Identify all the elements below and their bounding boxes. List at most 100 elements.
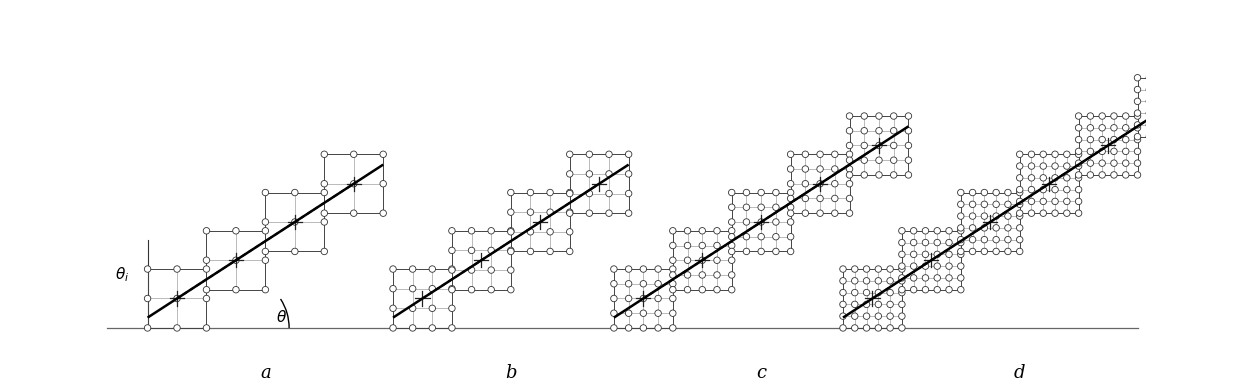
Circle shape [758, 234, 764, 240]
Circle shape [743, 204, 750, 211]
Circle shape [713, 257, 721, 264]
Circle shape [863, 313, 870, 319]
Circle shape [1064, 175, 1070, 181]
Circle shape [1135, 110, 1141, 116]
Circle shape [876, 128, 883, 134]
Text: a: a [260, 364, 271, 382]
Circle shape [1075, 175, 1082, 181]
Circle shape [847, 210, 853, 216]
Circle shape [1016, 175, 1023, 181]
Circle shape [625, 171, 632, 177]
Circle shape [852, 325, 858, 331]
Bar [849, 116, 908, 175]
Circle shape [1099, 124, 1105, 131]
Circle shape [1064, 186, 1070, 193]
Circle shape [1016, 225, 1023, 231]
Circle shape [586, 210, 592, 216]
Circle shape [1052, 163, 1058, 169]
Circle shape [379, 151, 387, 158]
Circle shape [1146, 133, 1152, 140]
Circle shape [863, 301, 870, 308]
Circle shape [890, 142, 897, 149]
Circle shape [508, 248, 514, 255]
Circle shape [700, 227, 706, 234]
Circle shape [958, 275, 964, 281]
Bar [791, 154, 849, 213]
Circle shape [409, 285, 415, 292]
Circle shape [1028, 163, 1035, 169]
Circle shape [449, 266, 455, 272]
Circle shape [852, 313, 858, 319]
Circle shape [839, 313, 847, 319]
Circle shape [852, 266, 858, 272]
Circle shape [817, 166, 823, 172]
Circle shape [875, 278, 881, 284]
Circle shape [1028, 198, 1035, 205]
Circle shape [861, 128, 868, 134]
Circle shape [1135, 86, 1141, 93]
Bar [1020, 154, 1079, 213]
Circle shape [1158, 110, 1164, 116]
Circle shape [1075, 148, 1082, 154]
Circle shape [899, 286, 905, 293]
Circle shape [174, 295, 180, 302]
Circle shape [787, 204, 794, 211]
Circle shape [670, 325, 676, 331]
Circle shape [934, 275, 941, 281]
Circle shape [670, 242, 676, 249]
Circle shape [787, 151, 794, 158]
Circle shape [1016, 186, 1023, 193]
Circle shape [351, 210, 357, 216]
Circle shape [922, 263, 928, 269]
Circle shape [670, 280, 676, 287]
Circle shape [1075, 136, 1082, 143]
Circle shape [958, 227, 964, 234]
Circle shape [611, 310, 617, 316]
Circle shape [958, 225, 964, 231]
Circle shape [758, 248, 764, 255]
Circle shape [586, 190, 592, 197]
Circle shape [861, 142, 868, 149]
Circle shape [899, 275, 905, 281]
Bar [672, 231, 732, 290]
Circle shape [911, 286, 917, 293]
Circle shape [1052, 198, 1058, 205]
Circle shape [1158, 74, 1164, 81]
Circle shape [728, 248, 735, 255]
Circle shape [566, 229, 574, 235]
Circle shape [1111, 113, 1117, 119]
Circle shape [429, 266, 435, 272]
Circle shape [174, 325, 180, 331]
Circle shape [1146, 110, 1152, 116]
Circle shape [232, 227, 240, 234]
Circle shape [625, 295, 632, 302]
Circle shape [887, 325, 894, 331]
Circle shape [429, 325, 435, 331]
Circle shape [969, 248, 975, 255]
Circle shape [203, 257, 210, 264]
Circle shape [802, 151, 808, 158]
Circle shape [899, 266, 905, 272]
Circle shape [625, 310, 632, 316]
Circle shape [685, 227, 691, 234]
Circle shape [1111, 160, 1117, 167]
Circle shape [1005, 201, 1011, 207]
Circle shape [488, 286, 494, 293]
Circle shape [611, 266, 617, 272]
Circle shape [449, 305, 455, 312]
Circle shape [787, 181, 794, 187]
Circle shape [546, 248, 554, 255]
Circle shape [911, 239, 917, 246]
Circle shape [566, 209, 574, 215]
Circle shape [685, 286, 691, 293]
Circle shape [625, 190, 632, 197]
Circle shape [1122, 160, 1128, 167]
Circle shape [1158, 98, 1164, 105]
Circle shape [670, 257, 676, 264]
Circle shape [203, 266, 210, 272]
Circle shape [321, 248, 328, 255]
Circle shape [203, 286, 210, 293]
Circle shape [981, 225, 988, 231]
Circle shape [787, 195, 794, 202]
Circle shape [863, 289, 870, 296]
